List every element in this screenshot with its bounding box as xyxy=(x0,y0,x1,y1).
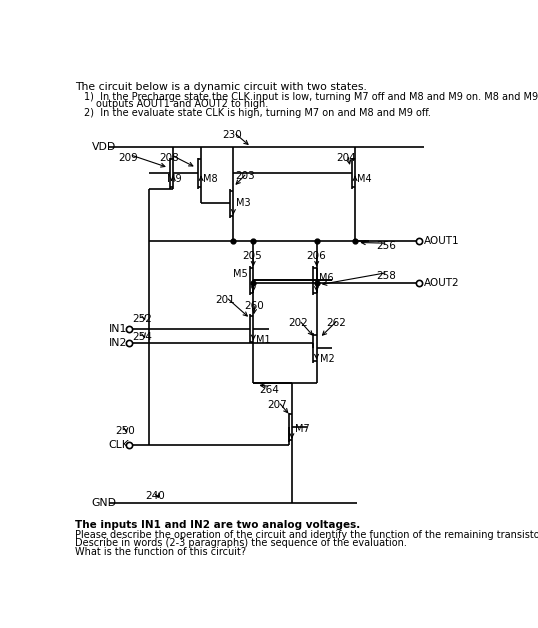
Text: CLK: CLK xyxy=(109,440,130,450)
Text: M1: M1 xyxy=(257,335,271,345)
Text: 201: 201 xyxy=(215,295,235,305)
Text: M2: M2 xyxy=(320,354,334,364)
Text: 252: 252 xyxy=(132,313,152,323)
Text: 258: 258 xyxy=(377,271,397,281)
Text: 260: 260 xyxy=(244,301,264,311)
Text: The inputs IN1 and IN2 are two analog voltages.: The inputs IN1 and IN2 are two analog vo… xyxy=(75,519,360,529)
Text: IN2: IN2 xyxy=(109,338,127,349)
Text: 256: 256 xyxy=(377,241,397,251)
Text: VDD: VDD xyxy=(91,142,116,152)
Text: The circuit below is a dynamic circuit with two states.: The circuit below is a dynamic circuit w… xyxy=(75,82,366,92)
Text: 262: 262 xyxy=(327,318,346,328)
Text: M5: M5 xyxy=(233,269,248,279)
Text: 264: 264 xyxy=(259,384,279,394)
Text: AOUT1: AOUT1 xyxy=(423,236,459,246)
Text: 209: 209 xyxy=(119,153,138,163)
Text: 203: 203 xyxy=(236,171,256,181)
Text: M4: M4 xyxy=(357,175,372,184)
Text: 207: 207 xyxy=(267,400,287,410)
Text: 202: 202 xyxy=(288,318,308,328)
Text: 204: 204 xyxy=(337,153,356,163)
Text: 1)  In the Precharge state the CLK input is low, turning M7 off and M8 and M9 on: 1) In the Precharge state the CLK input … xyxy=(84,92,538,102)
Text: AOUT2: AOUT2 xyxy=(423,278,459,288)
Text: M3: M3 xyxy=(236,198,250,208)
Text: GND: GND xyxy=(91,498,117,507)
Text: What is the function of this circuit?: What is the function of this circuit? xyxy=(75,546,246,556)
Text: M9: M9 xyxy=(167,175,182,184)
Text: Please describe the operation of the circuit and identify the function of the re: Please describe the operation of the cir… xyxy=(75,529,538,539)
Text: outputs AOUT1 and AOUT2 to high.: outputs AOUT1 and AOUT2 to high. xyxy=(96,99,268,109)
Text: IN1: IN1 xyxy=(109,323,127,333)
Text: 250: 250 xyxy=(115,426,134,436)
Text: 254: 254 xyxy=(132,332,152,342)
Text: M6: M6 xyxy=(319,273,334,283)
Text: 230: 230 xyxy=(223,131,242,141)
Text: M7: M7 xyxy=(295,424,310,434)
Text: 2)  In the evaluate state CLK is high, turning M7 on and M8 and M9 off.: 2) In the evaluate state CLK is high, tu… xyxy=(84,109,431,119)
Text: M8: M8 xyxy=(203,175,218,184)
Text: 208: 208 xyxy=(159,153,179,163)
Text: 206: 206 xyxy=(306,251,325,261)
Text: 205: 205 xyxy=(242,251,261,261)
Text: 240: 240 xyxy=(146,490,165,501)
Text: Describe in words (2-3 paragraphs) the sequence of the evaluation.: Describe in words (2-3 paragraphs) the s… xyxy=(75,538,407,548)
